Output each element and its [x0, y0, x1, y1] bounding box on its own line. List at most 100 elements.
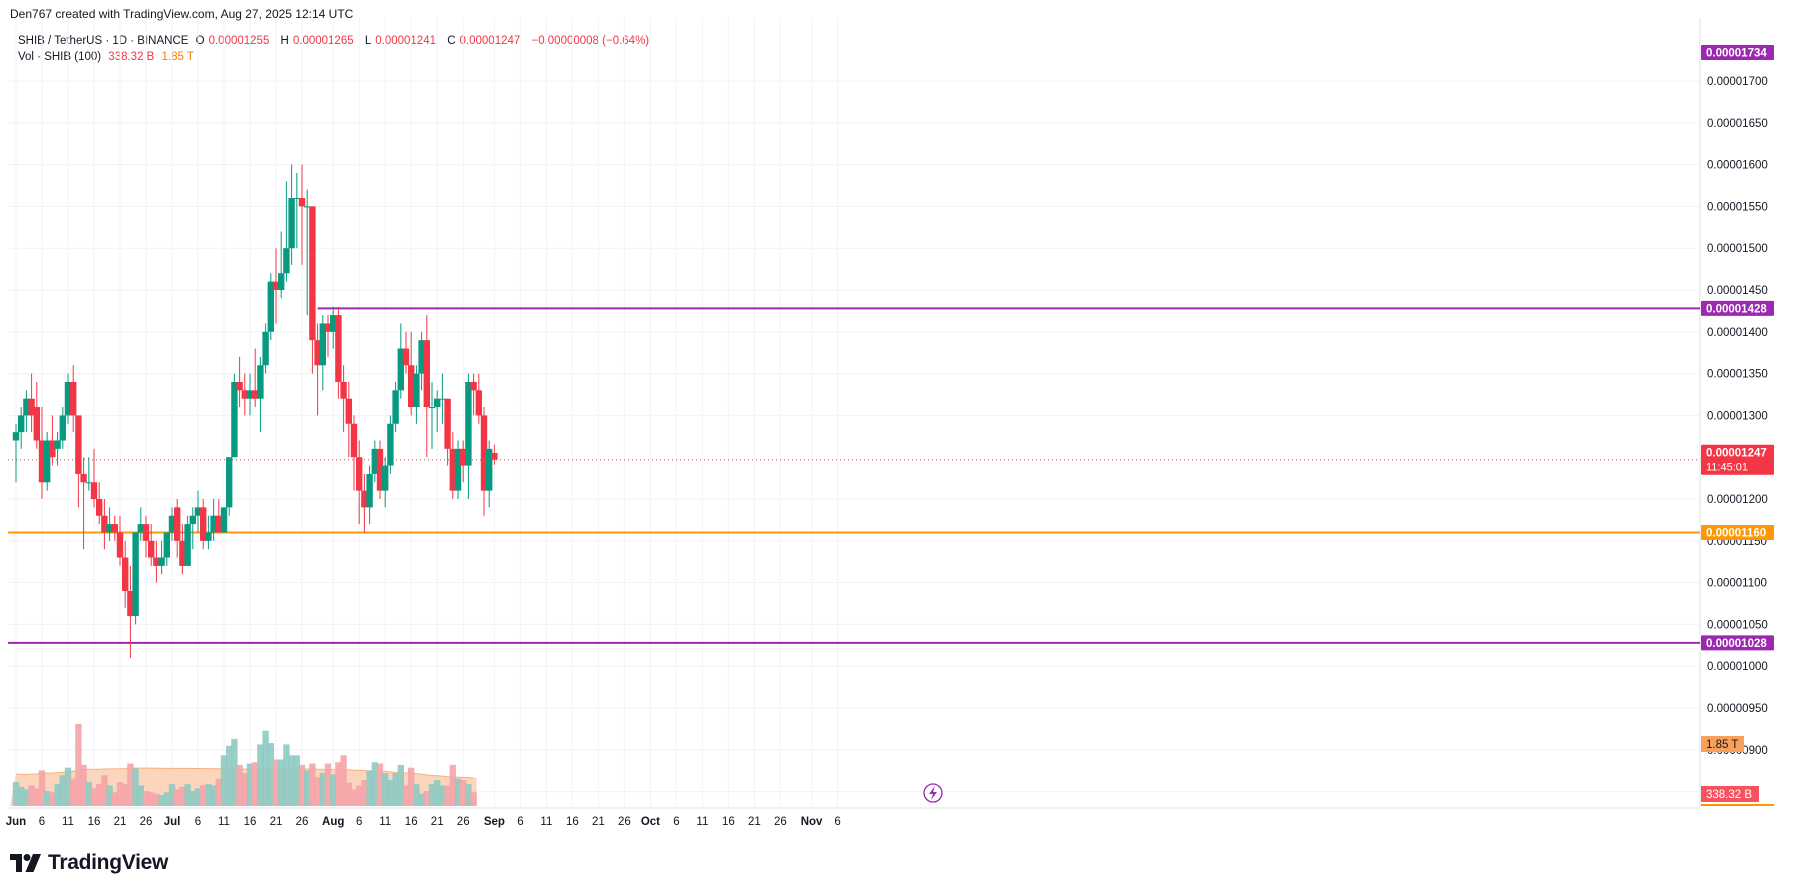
time-tick-label: 21 — [431, 816, 444, 828]
horizontal-levels — [8, 307, 1700, 644]
volume-bar — [64, 767, 72, 806]
candle-up — [304, 206, 311, 208]
price-tick-label: 0.00001500 — [1707, 243, 1768, 255]
candle-up — [246, 390, 254, 399]
volume-bar — [44, 790, 51, 806]
high-value: 0.00001265 — [292, 35, 354, 47]
tradingview-brand[interactable]: TradingView — [10, 851, 168, 875]
candle-up — [168, 515, 176, 533]
volume-bar — [418, 793, 425, 806]
volume-bar — [18, 786, 25, 806]
time-tick-label: 21 — [114, 816, 127, 828]
volume-bar — [402, 785, 410, 806]
volume-bar — [460, 780, 467, 806]
volume-bar — [257, 744, 264, 806]
volume-ma-tag — [1701, 736, 1744, 752]
volume-ma-line — [15, 767, 474, 779]
volume-bar — [304, 770, 311, 806]
candle-up — [366, 473, 373, 508]
candle-down — [324, 323, 332, 332]
price-tick-label: 0.00001450 — [1707, 285, 1768, 297]
volume-bar — [231, 738, 238, 806]
time-tick-label: 16 — [722, 816, 735, 828]
candle-up — [465, 381, 472, 466]
volume-bar — [80, 764, 87, 806]
candle-down — [236, 381, 243, 391]
volume-bar — [194, 788, 202, 806]
volume-bar — [444, 785, 451, 806]
candle-down — [174, 507, 181, 541]
candle-down — [49, 440, 56, 458]
time-tick-label: Jun — [6, 816, 26, 828]
candle-down — [111, 524, 118, 533]
volume-bar — [408, 767, 415, 806]
volume-bar — [12, 782, 20, 806]
candle-down — [272, 281, 280, 290]
volume-bar — [122, 784, 129, 806]
volume-bars — [10, 723, 477, 806]
candle-up — [54, 440, 61, 449]
time-tick-label: 6 — [673, 816, 679, 828]
volume-bar — [205, 784, 212, 806]
low-label: L — [364, 35, 372, 47]
candle-down — [122, 557, 129, 591]
candle-down — [480, 415, 488, 491]
candle-up — [288, 198, 295, 249]
price-tag — [1701, 300, 1774, 316]
candle-down — [179, 540, 186, 566]
candle-down — [80, 473, 87, 483]
candle-down — [444, 398, 451, 449]
volume-bar — [423, 790, 430, 806]
time-tick-label: 26 — [140, 816, 153, 828]
volume-bar — [101, 775, 108, 806]
time-tick-label: 16 — [88, 816, 101, 828]
lightning-icon[interactable] — [923, 783, 943, 803]
volume-bar — [75, 723, 82, 806]
volume-bar — [28, 785, 35, 806]
volume-bar — [350, 789, 358, 806]
candle-up — [210, 515, 217, 533]
candle-up — [205, 532, 212, 541]
price-tag — [1701, 444, 1774, 475]
price-tag-label: 0.00001160 — [1706, 527, 1766, 539]
candle-down — [215, 515, 222, 533]
volume-bar — [189, 790, 196, 806]
time-tick-label: 11 — [62, 816, 74, 828]
price-tag — [1701, 45, 1774, 61]
time-tick-label: 16 — [244, 816, 257, 828]
volume-bar — [38, 770, 46, 806]
time-tick-label: 21 — [270, 816, 283, 828]
candle-up — [371, 448, 378, 474]
price-axis: 0.00001700 0.00001650 0.00001600 0.00001550… — [1707, 76, 1768, 799]
volume-bar — [330, 774, 337, 806]
candle-up — [387, 423, 394, 466]
high-label: H — [280, 35, 289, 47]
volume-bar — [288, 755, 295, 806]
price-tag-label: 0.00001028 — [1706, 638, 1767, 650]
price-tick-label: 0.00001050 — [1707, 619, 1768, 631]
volume-bar — [309, 763, 316, 806]
volume-bar — [413, 784, 420, 806]
close-value: 0.00001247 — [459, 35, 521, 47]
volume-label[interactable]: Vol · SHIB (100) — [18, 51, 102, 63]
change-value: −0.00000008 (−0.64%) — [531, 35, 650, 47]
candle-up — [319, 323, 326, 366]
candle-up — [418, 340, 425, 374]
price-tick-label: 0.00001200 — [1707, 494, 1768, 506]
volume-bar — [314, 777, 321, 806]
countdown-label: 11:45:01 — [1706, 462, 1748, 474]
volume-bar — [23, 789, 30, 806]
volume-legend: Vol · SHIB (100) 338.32 B 1.85 T — [18, 51, 198, 63]
candle-down — [116, 532, 124, 558]
candle-down — [470, 381, 477, 391]
candle-down — [70, 381, 77, 416]
volume-bar — [470, 792, 477, 806]
candle-up — [106, 524, 113, 533]
candle-up — [413, 373, 420, 408]
volume-bar — [376, 763, 384, 806]
price-chart[interactable]: 0.00001700 0.00001650 0.00001600 0.00001550… — [0, 0, 1794, 840]
candle-down — [90, 482, 98, 500]
volume-bar — [392, 773, 399, 806]
volume-bar — [215, 778, 222, 806]
price-tag-label: 0.00001734 — [1706, 48, 1767, 60]
